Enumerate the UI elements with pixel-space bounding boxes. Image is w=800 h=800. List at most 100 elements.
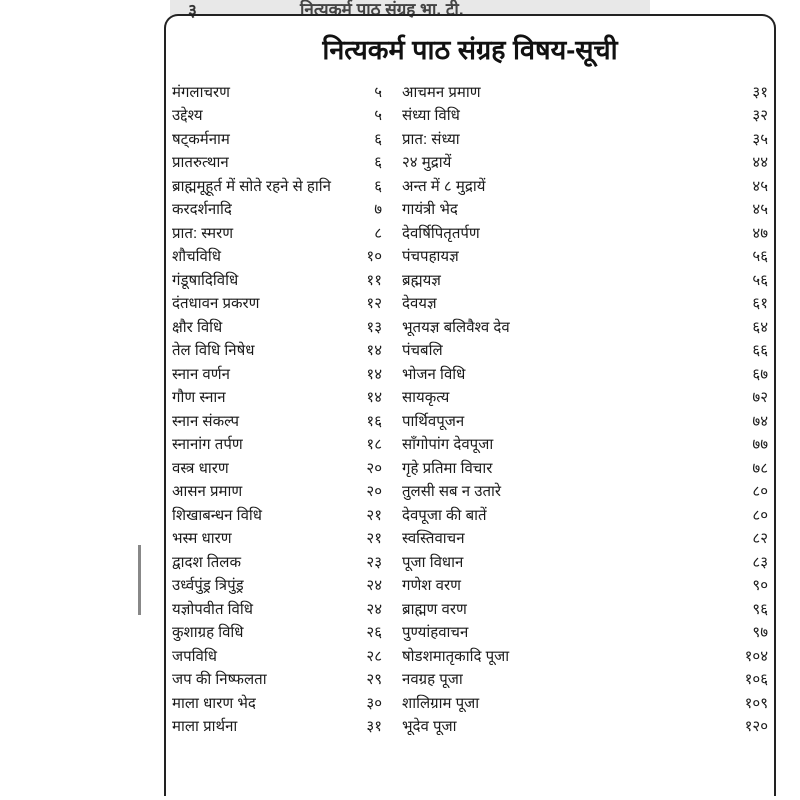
toc-page-number: ३५ — [752, 130, 768, 148]
toc-entry: गायंत्री भेद ४५ — [402, 198, 768, 222]
toc-topic: पंचपहायज्ञ — [402, 248, 459, 266]
toc-topic: अन्त में ८ मुद्रायें — [402, 177, 486, 195]
toc-page-number: ७८ — [752, 459, 768, 477]
toc-entry: ब्राह्मण वरण ९६ — [402, 597, 768, 621]
toc-page-number: १३ — [366, 318, 382, 336]
toc-page-number: १० — [366, 248, 382, 266]
toc-page-number: १०६ — [744, 671, 768, 689]
toc-topic: संध्या विधि — [402, 107, 460, 125]
toc-page-number: ५६ — [752, 271, 768, 289]
toc-topic: क्षौर विधि — [172, 318, 223, 336]
toc-entry: सायकृत्य ७२ — [402, 386, 768, 410]
toc-page-number: ८२ — [752, 530, 768, 548]
toc-page-number: ६ — [374, 177, 382, 195]
toc-page-number: ५६ — [752, 248, 768, 266]
toc-entry: स्नान वर्णन १४ — [172, 362, 382, 386]
toc-page-number: ७ — [374, 201, 382, 219]
toc-page-number: ७२ — [752, 389, 768, 407]
toc-page-number: ६ — [374, 130, 382, 148]
toc-page-number: २८ — [366, 647, 382, 665]
toc-page-number: ११ — [366, 271, 382, 289]
toc-topic: देवयज्ञ — [402, 295, 437, 313]
toc-page-number: ९० — [752, 577, 768, 595]
toc-topic: नवग्रह पूजा — [402, 671, 463, 689]
toc-page-number: ३० — [366, 694, 382, 712]
toc-entry: उद्देश्य ५ — [172, 104, 382, 128]
toc-topic: यज्ञोपवीत विधि — [172, 600, 253, 618]
toc-entry: आसन प्रमाण २० — [172, 480, 382, 504]
toc-entry: पार्थिवपूजन ७४ — [402, 409, 768, 433]
toc-entry: ब्रह्मयज्ञ ५६ — [402, 268, 768, 292]
toc-topic: प्रात: संध्या — [402, 130, 460, 148]
toc-page-number: ५ — [374, 83, 382, 101]
toc-entry: जपविधि २८ — [172, 644, 382, 668]
toc-entry: पंचपहायज्ञ ५६ — [402, 245, 768, 269]
toc-entry: पंचबलि ६६ — [402, 339, 768, 363]
toc-page-number: ४७ — [752, 224, 768, 242]
running-header — [170, 0, 650, 16]
toc-topic: कुशाग्रह विधि — [172, 624, 244, 642]
toc-topic: ब्राह्मण वरण — [402, 600, 467, 618]
toc-entry: नवग्रह पूजा १०६ — [402, 668, 768, 692]
toc-topic: साँगोपांग देवपूजा — [402, 436, 494, 454]
toc-topic: गृहे प्रतिमा विचार — [402, 459, 493, 477]
contents-frame — [164, 14, 776, 796]
toc-page-number: १२० — [744, 718, 768, 736]
toc-entry: जप की निष्फलता २९ — [172, 668, 382, 692]
toc-page-number: ३२ — [752, 107, 768, 125]
toc-entry: देवपूजा की बातें ८० — [402, 503, 768, 527]
toc-page-number: १२ — [366, 295, 382, 313]
toc-topic: स्वस्तिवाचन — [402, 530, 465, 548]
toc-topic: गायंत्री भेद — [402, 201, 458, 219]
toc-topic: उद्देश्य — [172, 107, 203, 125]
toc-entry: अन्त में ८ मुद्रायें ४५ — [402, 174, 768, 198]
toc-topic: गंडूषादिविधि — [172, 271, 239, 289]
toc-page-number: ८० — [752, 483, 768, 501]
toc-entry: शौचविधि १० — [172, 245, 382, 269]
toc-page-number: ३१ — [752, 83, 768, 101]
toc-entry: शालिग्राम पूजा १०९ — [402, 691, 768, 715]
page-title: नित्यकर्म पाठ संग्रह विषय-सूची — [322, 35, 618, 65]
toc-page-number: २० — [366, 483, 382, 501]
toc-entry: कुशाग्रह विधि २६ — [172, 621, 382, 645]
toc-entry: माला प्रार्थना ३१ — [172, 715, 382, 739]
toc-entry: आचमन प्रमाण ३१ — [402, 80, 768, 104]
toc-entry: तेल विधि निषेध १४ — [172, 339, 382, 363]
toc-topic: पूजा विधान — [402, 553, 464, 571]
toc-page-number: ३१ — [366, 718, 382, 736]
toc-topic: गौण स्नान — [172, 389, 226, 407]
toc-topic: तुलसी सब न उतारे — [402, 483, 502, 501]
toc-page-number: ६७ — [752, 365, 768, 383]
toc-page-number: २० — [366, 459, 382, 477]
toc-page-number: ७४ — [752, 412, 768, 430]
toc-topic: मंगलाचरण — [172, 83, 230, 101]
toc-topic: भूदेव पूजा — [402, 718, 457, 736]
toc-page-number: ९६ — [752, 600, 768, 618]
toc-entry: षोडशमातृकादि पूजा १०४ — [402, 644, 768, 668]
toc-topic: स्नान वर्णन — [172, 365, 230, 383]
toc-entry: करदर्शनादि ७ — [172, 198, 382, 222]
toc-topic: जप की निष्फलता — [172, 671, 267, 689]
toc-topic: भोजन विधि — [402, 365, 466, 383]
toc-topic: शिखाबन्धन विधि — [172, 506, 263, 524]
toc-topic: प्रातरुत्थान — [172, 154, 229, 172]
toc-topic: द्वादश तिलक — [172, 553, 241, 571]
toc-page-number: २४ — [366, 577, 382, 595]
toc-entry: २४ मुद्रायें ४४ — [402, 151, 768, 175]
toc-entry: द्वादश तिलक २३ — [172, 550, 382, 574]
toc-entry: वस्त्र धारण २० — [172, 456, 382, 480]
toc-topic: प्रात: स्मरण — [172, 224, 234, 242]
toc-entry: शिखाबन्धन विधि २१ — [172, 503, 382, 527]
toc-entry: तुलसी सब न उतारे ८० — [402, 480, 768, 504]
toc-topic: पार्थिवपूजन — [402, 412, 465, 430]
toc-page-number: ६४ — [752, 318, 768, 336]
toc-topic: स्नानांग तर्पण — [172, 436, 243, 454]
toc-entry: भोजन विधि ६७ — [402, 362, 768, 386]
toc-entry: यज्ञोपवीत विधि २४ — [172, 597, 382, 621]
toc-topic: देवपूजा की बातें — [402, 506, 487, 524]
toc-entry: प्रात: संध्या ३५ — [402, 127, 768, 151]
scan-artifact — [138, 545, 141, 615]
toc-topic: शालिग्राम पूजा — [402, 694, 480, 712]
toc-entry: संध्या विधि ३२ — [402, 104, 768, 128]
toc-entry: दंतधावन प्रकरण १२ — [172, 292, 382, 316]
